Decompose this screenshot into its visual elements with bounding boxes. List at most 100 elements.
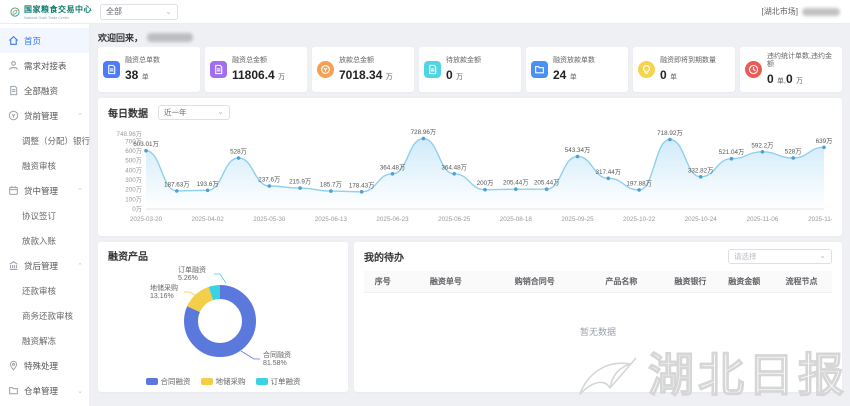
sidebar-item-6[interactable]: 贷中管理 ⌃ xyxy=(0,178,89,203)
daily-data-panel: 每日数据 近一年 ⌄ 748.96万 700万 600万 500万 400万 300万 20… xyxy=(98,97,842,236)
table-header-0: 序号 xyxy=(364,270,402,294)
stat-card-3: 待放款金额 0 万 xyxy=(419,47,521,92)
svg-text:215.9万: 215.9万 xyxy=(289,177,311,185)
legend-label: 地储采购 xyxy=(215,376,246,386)
legend-swatch xyxy=(145,377,158,385)
svg-text:订单融资: 订单融资 xyxy=(178,265,206,274)
pie-legend: 合同融资 地储采购 订单融资 xyxy=(108,376,338,387)
chevron-down-icon: ⌄ xyxy=(77,387,83,395)
svg-text:237.6万: 237.6万 xyxy=(258,175,280,183)
sidebar-item-label: 首页 xyxy=(24,35,42,46)
svg-text:592.2万: 592.2万 xyxy=(751,141,773,149)
sidebar-item-0[interactable]: 首页 xyxy=(0,28,89,53)
stat-card-value: 24 单 xyxy=(553,67,577,82)
sidebar-item-11[interactable]: 商务还款审核 xyxy=(0,303,89,328)
legend-swatch xyxy=(200,377,213,385)
sidebar-item-label: 特殊处理 xyxy=(24,360,59,371)
sidebar-item-12[interactable]: 融资解冻 xyxy=(0,328,89,353)
sidebar-item-label: 贷中管理 xyxy=(24,185,59,196)
daily-data-line-chart: 748.96万700万600万500万400万300万200万100万0万202… xyxy=(116,128,840,223)
legend-label: 订单融资 xyxy=(270,376,301,386)
sidebar-item-label: 还款审核 xyxy=(22,285,57,296)
sidebar-item-10[interactable]: 还款审核 xyxy=(0,278,89,303)
daily-data-title: 每日数据 xyxy=(108,108,148,120)
svg-text:317.44万: 317.44万 xyxy=(596,168,622,176)
svg-text:193.6万: 193.6万 xyxy=(197,180,219,188)
sidebar-item-5[interactable]: 融资审核 xyxy=(0,153,89,178)
svg-text:185.7万: 185.7万 xyxy=(320,180,342,188)
todo-filter-select[interactable]: 请选择 ⌄ xyxy=(728,248,832,264)
svg-text:528万: 528万 xyxy=(230,147,247,155)
empty-state-text: 暂无数据 xyxy=(579,327,616,338)
svg-text:合同融资: 合同融资 xyxy=(263,350,291,359)
welcome-line: 欢迎回来， xyxy=(98,29,842,45)
stat-card-5: 融资即将到期数量 0 单 xyxy=(633,47,735,92)
svg-text:2025-10-22: 2025-10-22 xyxy=(623,216,656,223)
top-header: 国家粮食交易中心 National Grain Trade Center 全部 … xyxy=(0,0,850,24)
bulb-icon xyxy=(638,60,655,78)
svg-text:197.88万: 197.88万 xyxy=(626,179,652,187)
legend-item-2[interactable]: 订单融资 xyxy=(255,376,301,387)
money-icon xyxy=(8,110,19,121)
sidebar-item-label: 融资解冻 xyxy=(22,335,57,346)
bank-icon xyxy=(8,260,19,271)
file-icon xyxy=(210,60,227,78)
stat-card-label: 融资总单数 xyxy=(125,57,160,65)
brand-name-cn: 国家粮食交易中心 xyxy=(24,4,92,14)
sidebar-item-2[interactable]: 全部融资 xyxy=(0,78,89,103)
sidebar-item-8[interactable]: 放款入账 xyxy=(0,228,89,253)
table-header-4: 融资银行 xyxy=(663,270,718,294)
chevron-up-icon: ⌃ xyxy=(77,262,83,270)
svg-text:2025-09-25: 2025-09-25 xyxy=(561,216,594,223)
main-content: 欢迎回来， 融资总单数 38 单 融资总金额 11806.4 万 放款总金额 7018.3… xyxy=(90,24,850,406)
sidebar-item-14[interactable]: 仓单管理 ⌄ xyxy=(0,378,89,403)
stat-card-label: 待放款金额 xyxy=(446,57,481,65)
clock-icon xyxy=(745,60,762,78)
grain-center-logo-icon xyxy=(10,6,20,17)
svg-text:5.26%: 5.26% xyxy=(178,275,198,282)
sidebar-item-7[interactable]: 协议签订 xyxy=(0,203,89,228)
svg-text:728.96万: 728.96万 xyxy=(411,128,437,136)
brand-name-en: National Grain Trade Center xyxy=(24,14,70,20)
folder2-icon xyxy=(531,60,548,78)
table-header-1: 融资单号 xyxy=(401,270,491,294)
svg-text:600万: 600万 xyxy=(125,147,142,155)
svg-text:2025-11-18: 2025-11-18 xyxy=(808,216,832,223)
stat-card-label: 融资放款单数 xyxy=(553,57,595,65)
svg-text:521.04万: 521.04万 xyxy=(719,148,745,156)
sidebar-item-4[interactable]: 调整（分配）银行 xyxy=(0,128,90,153)
stat-card-value: 0 单 xyxy=(660,67,678,82)
sidebar-item-13[interactable]: 特殊处理 xyxy=(0,353,89,378)
chevron-down-icon: ⌄ xyxy=(165,6,172,16)
stat-card-label: 违约统计单数,违约金额 xyxy=(767,53,832,69)
sidebar-item-1[interactable]: 需求对接表 xyxy=(0,53,89,78)
sidebar-item-9[interactable]: 贷后管理 ⌃ xyxy=(0,253,89,278)
stat-card-value: 0 万 xyxy=(446,67,464,82)
sidebar-item-3[interactable]: 贷前管理 ⌃ xyxy=(0,103,89,128)
sidebar-item-label: 融资审核 xyxy=(22,160,57,171)
date-range-select[interactable]: 近一年 ⌄ xyxy=(158,104,230,120)
coin-icon xyxy=(317,60,334,78)
svg-text:543.34万: 543.34万 xyxy=(565,146,591,154)
stat-card-label: 放款总金额 xyxy=(339,57,374,65)
file-icon xyxy=(103,60,120,78)
legend-item-0[interactable]: 合同融资 xyxy=(145,376,191,387)
sidebar-item-label: 商务还款审核 xyxy=(22,310,74,321)
svg-text:0万: 0万 xyxy=(132,205,142,213)
todo-panel: 我的待办 请选择 ⌄ 序号 融资单号 购销合同号 产品名称 融资银行 融资金额 流程节点 暂… xyxy=(354,241,842,392)
legend-item-1[interactable]: 地储采购 xyxy=(200,376,246,387)
stat-card-0: 融资总单数 38 单 xyxy=(98,47,200,92)
chevron-up-icon: ⌃ xyxy=(77,187,83,195)
stat-cards-row: 融资总单数 38 单 融资总金额 11806.4 万 放款总金额 7018.34 万 待放款… xyxy=(98,47,842,92)
welcome-name-redacted xyxy=(147,32,194,42)
svg-text:639万: 639万 xyxy=(816,137,832,145)
market-select[interactable]: 全部 ⌄ xyxy=(100,3,178,20)
chevron-down-icon: ⌄ xyxy=(217,107,224,117)
svg-text:2025-05-30: 2025-05-30 xyxy=(253,216,286,223)
stat-card-1: 融资总金额 11806.4 万 xyxy=(205,47,307,92)
svg-text:13.16%: 13.16% xyxy=(150,293,174,300)
table-header-3: 产品名称 xyxy=(579,270,664,294)
user-area[interactable]: [湖北市场] xyxy=(762,6,840,17)
sidebar-item-label: 全部融资 xyxy=(24,85,59,96)
todo-table: 序号 融资单号 购销合同号 产品名称 融资银行 融资金额 流程节点 xyxy=(364,270,832,294)
